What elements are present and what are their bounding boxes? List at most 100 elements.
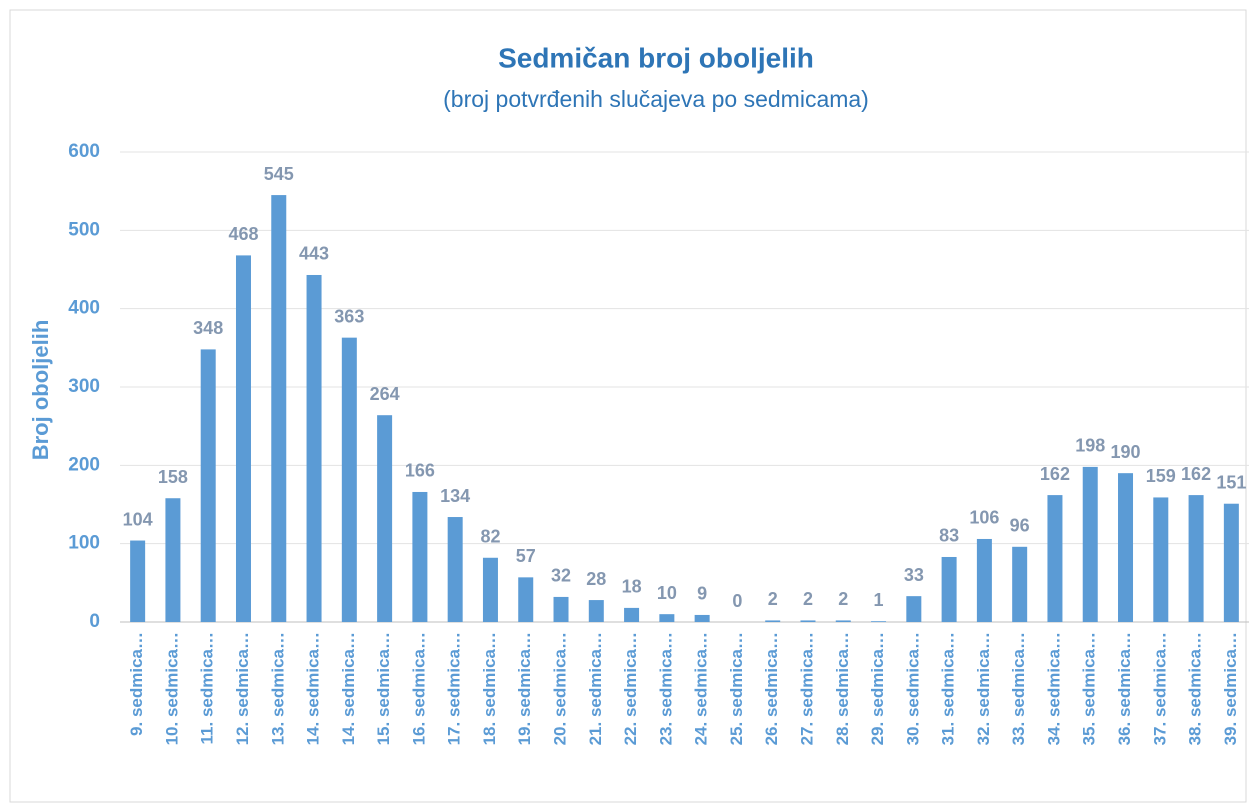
- x-tick-label: 36. sedmica…: [1115, 632, 1134, 745]
- x-tick-label: 25. sedmica…: [727, 632, 746, 745]
- value-label: 159: [1146, 466, 1176, 486]
- bar: [1223, 503, 1239, 622]
- chart-subtitle: (broj potvrđenih slučajeva po sedmicama): [443, 86, 869, 112]
- bar: [235, 255, 251, 622]
- x-tick-label: 30. sedmica…: [903, 632, 922, 745]
- bar: [1153, 497, 1169, 622]
- x-tick-label: 14. sedmica…: [304, 632, 323, 745]
- value-label: 106: [969, 508, 999, 528]
- value-label: 33: [904, 565, 924, 585]
- value-label: 2: [768, 589, 778, 609]
- bar: [588, 600, 604, 622]
- value-label: 166: [405, 461, 435, 481]
- bar: [482, 557, 498, 622]
- y-tick-label: 200: [68, 454, 100, 475]
- x-tick-label: 12. sedmica…: [233, 632, 252, 745]
- x-tick-label: 10. sedmica…: [162, 632, 181, 745]
- value-label: 348: [193, 318, 223, 338]
- bar: [1188, 495, 1204, 622]
- bar: [518, 577, 534, 622]
- x-tick-label: 27. sedmica…: [797, 632, 816, 745]
- value-label: 468: [228, 224, 258, 244]
- x-tick-label: 21. sedmica…: [586, 632, 605, 745]
- value-label: 363: [334, 306, 364, 326]
- value-label: 2: [803, 589, 813, 609]
- value-label: 158: [158, 467, 188, 487]
- value-label: 104: [123, 509, 153, 529]
- bar: [941, 556, 957, 622]
- x-tick-label: 37. sedmica…: [1150, 632, 1169, 745]
- x-tick-label: 32. sedmica…: [974, 632, 993, 745]
- x-tick-label: 24. sedmica…: [692, 632, 711, 745]
- value-label: 190: [1110, 442, 1140, 462]
- y-tick-label: 500: [68, 219, 100, 240]
- x-tick-label: 9. sedmica…: [127, 632, 146, 736]
- value-label: 9: [697, 584, 707, 604]
- bar: [200, 349, 216, 622]
- value-label: 82: [480, 527, 500, 547]
- x-tick-label: 26. sedmica…: [762, 632, 781, 745]
- value-label: 443: [299, 244, 329, 264]
- bar: [306, 274, 322, 622]
- bar: [765, 620, 781, 622]
- x-tick-label: 13. sedmica…: [268, 632, 287, 745]
- y-tick-label: 0: [89, 611, 100, 632]
- value-label: 2: [838, 589, 848, 609]
- x-tick-label: 20. sedmica…: [551, 632, 570, 745]
- bar: [341, 337, 357, 622]
- value-label: 198: [1075, 436, 1105, 456]
- bar: [976, 538, 992, 622]
- value-label: 83: [939, 526, 959, 546]
- value-label: 151: [1216, 472, 1246, 492]
- bar: [412, 491, 428, 622]
- value-label: 134: [440, 486, 470, 506]
- chart-title: Sedmičan broj oboljelih: [498, 42, 814, 73]
- x-tick-label: 11. sedmica…: [198, 632, 217, 744]
- bar: [624, 607, 640, 622]
- bar: [1047, 495, 1063, 622]
- bar: [1012, 546, 1028, 622]
- x-tick-label: 18. sedmica…: [480, 632, 499, 745]
- x-tick-label: 34. sedmica…: [1044, 632, 1063, 745]
- bar: [447, 517, 463, 622]
- value-label: 0: [732, 591, 742, 611]
- bar: [271, 195, 287, 623]
- y-axis-label: Broj oboljelih: [28, 320, 53, 461]
- bar: [1082, 466, 1098, 622]
- value-label: 162: [1181, 464, 1211, 484]
- bar: [165, 498, 181, 622]
- chart-frame: [9, 9, 1247, 803]
- x-tick-label: 29. sedmica…: [868, 632, 887, 745]
- value-label: 545: [264, 164, 294, 184]
- value-label: 32: [551, 566, 571, 586]
- value-label: 1: [874, 590, 884, 610]
- bar: [835, 620, 851, 622]
- x-tick-label: 39. sedmica…: [1221, 632, 1240, 745]
- bar: [906, 596, 922, 622]
- bar: [871, 621, 887, 622]
- bar: [694, 614, 710, 622]
- bar: [800, 620, 816, 622]
- x-tick-label: 22. sedmica…: [621, 632, 640, 745]
- bar: [1118, 473, 1134, 622]
- x-tick-label: 14. sedmica…: [339, 632, 358, 745]
- bar: [553, 596, 569, 622]
- value-label: 264: [370, 384, 400, 404]
- value-label: 96: [1010, 516, 1030, 536]
- y-tick-label: 600: [68, 141, 100, 162]
- value-label: 10: [657, 583, 677, 603]
- x-tick-label: 15. sedmica…: [374, 632, 393, 745]
- x-tick-label: 23. sedmica…: [656, 632, 675, 745]
- x-tick-label: 19. sedmica…: [515, 632, 534, 745]
- x-tick-label: 17. sedmica…: [445, 632, 464, 745]
- value-label: 28: [586, 569, 606, 589]
- bar: [130, 540, 146, 622]
- x-tick-label: 38. sedmica…: [1186, 632, 1205, 745]
- value-label: 18: [622, 577, 642, 597]
- x-tick-label: 16. sedmica…: [409, 632, 428, 745]
- y-tick-label: 400: [68, 298, 100, 319]
- y-tick-label: 100: [68, 533, 100, 554]
- x-tick-label: 33. sedmica…: [1009, 632, 1028, 745]
- y-tick-label: 300: [68, 376, 100, 397]
